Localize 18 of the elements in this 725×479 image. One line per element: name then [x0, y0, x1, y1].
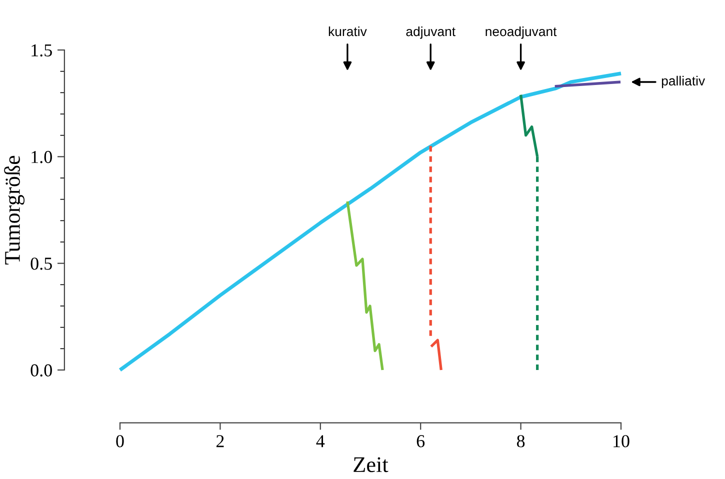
x-tick-label: 4 — [316, 435, 325, 448]
text: kurativ — [328, 26, 367, 36]
y-tick-label: 0.0 — [30, 364, 52, 377]
x-tick-label: 2 — [216, 435, 224, 448]
x-axis-title: Zeit — [354, 457, 388, 472]
y-tick-label: 1.5 — [32, 44, 52, 57]
x-tick-label: 6 — [416, 435, 425, 448]
x-tick-label: 8 — [516, 435, 525, 448]
x-tick-label: 10 — [614, 435, 630, 448]
x-tick-label: 0 — [116, 435, 124, 448]
y-tick-label: 1.0 — [32, 150, 52, 164]
text: neoadjuvant — [486, 26, 557, 39]
line-series — [118, 72, 623, 372]
text: palliativ — [662, 76, 706, 88]
y-tick-label: 0.5 — [30, 258, 52, 270]
line-series — [346, 200, 384, 372]
y-axis-title: Tumorgröße — [4, 156, 25, 265]
text: adjuvant — [406, 26, 456, 39]
